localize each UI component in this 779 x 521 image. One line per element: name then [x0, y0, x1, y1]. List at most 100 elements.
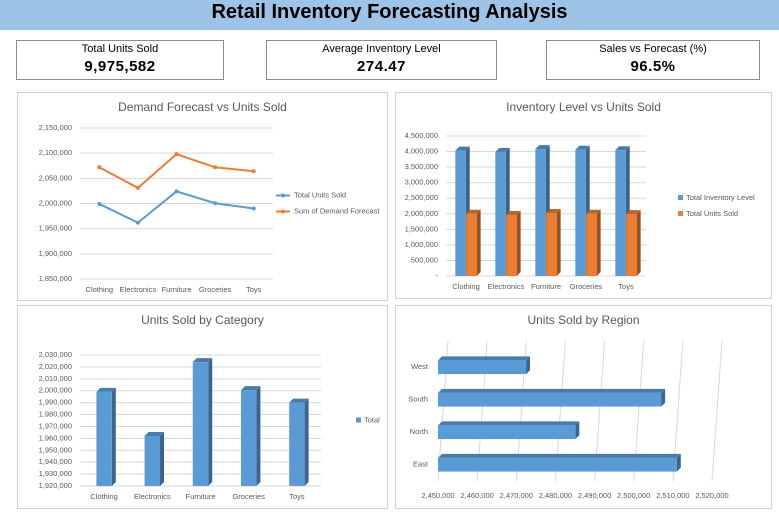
bar	[546, 213, 557, 276]
legend-swatch	[281, 209, 285, 214]
y-tick-label: East	[413, 460, 429, 469]
bar-depth	[160, 431, 165, 486]
legend-swatch	[678, 195, 683, 200]
bar	[438, 360, 527, 375]
x-tick-label: Groceries	[199, 285, 232, 294]
x-tick-label: Groceries	[232, 492, 265, 501]
y-tick-label: 1,000,000	[405, 240, 438, 249]
legend-label: Total Units Sold	[294, 190, 346, 199]
bar-depth	[304, 398, 309, 486]
x-tick-label: Furniture	[161, 285, 191, 294]
bar-top	[615, 146, 630, 151]
bar	[615, 150, 626, 276]
x-tick-label: 2,470,000	[500, 491, 533, 500]
y-tick-label: 1,950,000	[39, 445, 72, 454]
bar-depth	[208, 358, 213, 486]
x-tick-label: 2,500,000	[617, 491, 650, 500]
bar-top	[438, 453, 681, 458]
bar	[438, 425, 576, 440]
bar	[96, 391, 112, 486]
bar	[240, 390, 257, 486]
bar-top	[192, 358, 213, 363]
x-tick-label: Groceries	[570, 282, 603, 291]
kpi-card: Average Inventory Level 274.47	[266, 40, 497, 80]
y-tick-label: 1,940,000	[39, 457, 72, 466]
bar-depth	[516, 210, 521, 276]
y-tick-label: 2,000,000	[39, 386, 72, 395]
y-tick-label: 2,000,000	[39, 198, 72, 207]
y-tick-label: South	[408, 395, 428, 404]
line-marker	[251, 206, 256, 211]
y-tick-label: 1,900,000	[39, 249, 72, 258]
line-series	[98, 190, 254, 224]
bar-depth	[111, 387, 116, 486]
y-tick-label: 1,970,000	[39, 421, 72, 430]
bar	[495, 151, 506, 276]
bar-top	[506, 210, 521, 215]
chart-panel: Units Sold by Category 1,920,000 1,930,000…	[17, 305, 388, 509]
y-tick-label: 2,020,000	[39, 362, 72, 371]
bar	[506, 214, 517, 276]
bar	[575, 149, 586, 276]
bar	[289, 402, 305, 486]
y-tick-label: -	[436, 271, 439, 280]
legend-swatch	[678, 211, 683, 216]
line-marker	[97, 165, 102, 170]
x-tick-label: Clothing	[86, 285, 114, 294]
x-tick-label: Toys	[246, 285, 262, 294]
y-tick-label: 1,850,000	[39, 274, 72, 283]
x-tick-label: Furniture	[531, 282, 561, 291]
chart-title: Units Sold by Category	[141, 313, 264, 327]
x-tick-label: Electronics	[134, 492, 171, 501]
line-marker	[135, 220, 140, 225]
x-tick-label: 2,450,000	[421, 491, 454, 500]
bar	[535, 149, 546, 276]
line-marker	[135, 185, 140, 190]
x-tick-label: 2,490,000	[578, 491, 611, 500]
x-tick-label: 2,480,000	[539, 491, 572, 500]
chart: Units Sold by Region 2,450,000 2,460,000 2,…	[408, 313, 728, 500]
y-tick-label: 2,150,000	[39, 123, 72, 132]
y-tick-label: 1,950,000	[39, 224, 72, 233]
bar-depth	[476, 209, 481, 276]
x-tick-label: Furniture	[185, 492, 215, 501]
chart-title: Demand Forecast vs Units Sold	[118, 100, 287, 114]
y-tick-label: 2,500,000	[405, 193, 438, 202]
bar-depth	[256, 386, 261, 486]
x-tick-label: Clothing	[452, 282, 480, 291]
line-marker	[174, 152, 179, 157]
bar	[438, 392, 662, 407]
legend-label: Sum of Demand Forecast	[294, 206, 380, 215]
x-tick-label: Electronics	[120, 285, 157, 294]
y-tick-label: 2,030,000	[39, 350, 72, 359]
y-tick-label: 2,100,000	[39, 148, 72, 157]
chart-panel: Inventory Level vs Units Sold - 500,000 1,0…	[395, 92, 772, 299]
kpi-label: Sales vs Forecast (%)	[599, 43, 707, 55]
chart: Inventory Level vs Units Sold - 500,000 1,0…	[405, 100, 755, 291]
y-tick-label: 1,930,000	[39, 469, 72, 478]
kpi-value: 274.47	[357, 58, 406, 75]
chart: Demand Forecast vs Units Sold 1,850,000 1,…	[39, 100, 381, 294]
bar-top	[144, 431, 165, 436]
bar-top	[455, 146, 470, 151]
y-tick-label: 4,000,000	[405, 147, 438, 156]
y-tick-label: 1,990,000	[39, 398, 72, 407]
x-tick-label: Toys	[618, 282, 634, 291]
bar-top	[240, 386, 261, 391]
line-series	[98, 153, 254, 190]
y-tick-label: 2,000,000	[405, 209, 438, 218]
bar-top	[289, 398, 309, 403]
x-tick-label: Electronics	[488, 282, 525, 291]
bar-top	[495, 147, 510, 152]
kpi-card: Sales vs Forecast (%) 96.5%	[546, 40, 760, 80]
bar-top	[575, 145, 590, 150]
x-tick-label: Toys	[289, 492, 305, 501]
bar	[438, 457, 677, 472]
bar	[192, 362, 209, 486]
x-tick-label: 2,460,000	[460, 491, 493, 500]
x-tick-label: Clothing	[90, 492, 118, 501]
line-marker	[251, 169, 256, 174]
bar-top	[626, 210, 641, 215]
legend-label: Total	[364, 415, 380, 424]
